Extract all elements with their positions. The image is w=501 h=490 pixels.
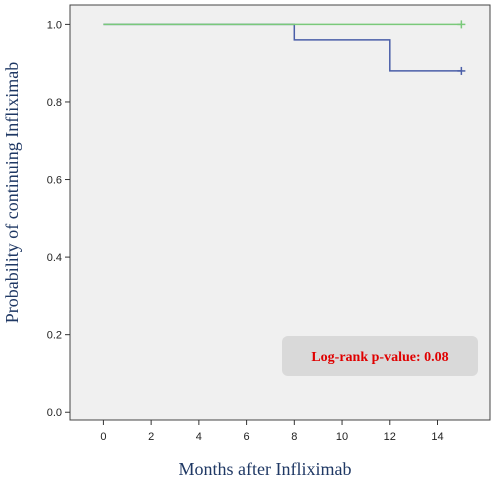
x-tick-label: 10 [336,431,348,443]
x-tick-label: 8 [291,431,297,443]
x-axis-ticks: 0 2 4 6 8 10 12 14 [100,420,444,443]
y-tick-label: 0.8 [47,97,62,109]
y-tick-label: 0.0 [47,407,62,419]
annotation-layer: Log-rank p-value: 0.08 [282,336,478,376]
x-tick-label: 14 [431,431,443,443]
annotation-text: Log-rank p-value: 0.08 [311,350,448,365]
x-tick-label: 2 [148,431,154,443]
x-tick-label: 4 [196,431,202,443]
y-tick-label: 0.2 [47,330,62,342]
x-tick-label: 6 [244,431,250,443]
x-axis-title: Months after Infliximab [179,459,352,479]
y-tick-label: 0.4 [47,252,62,264]
x-tick-label: 0 [100,431,106,443]
annotation-box [282,336,478,376]
y-axis-title: Probability of continuing Infliximab [2,62,22,323]
x-tick-label: 12 [384,431,396,443]
y-tick-label: 0.6 [47,175,62,187]
y-tick-label: 1.0 [47,19,62,31]
y-axis-ticks: 0.0 0.2 0.4 0.6 0.8 1.0 [47,19,70,419]
series-layer [103,20,466,75]
